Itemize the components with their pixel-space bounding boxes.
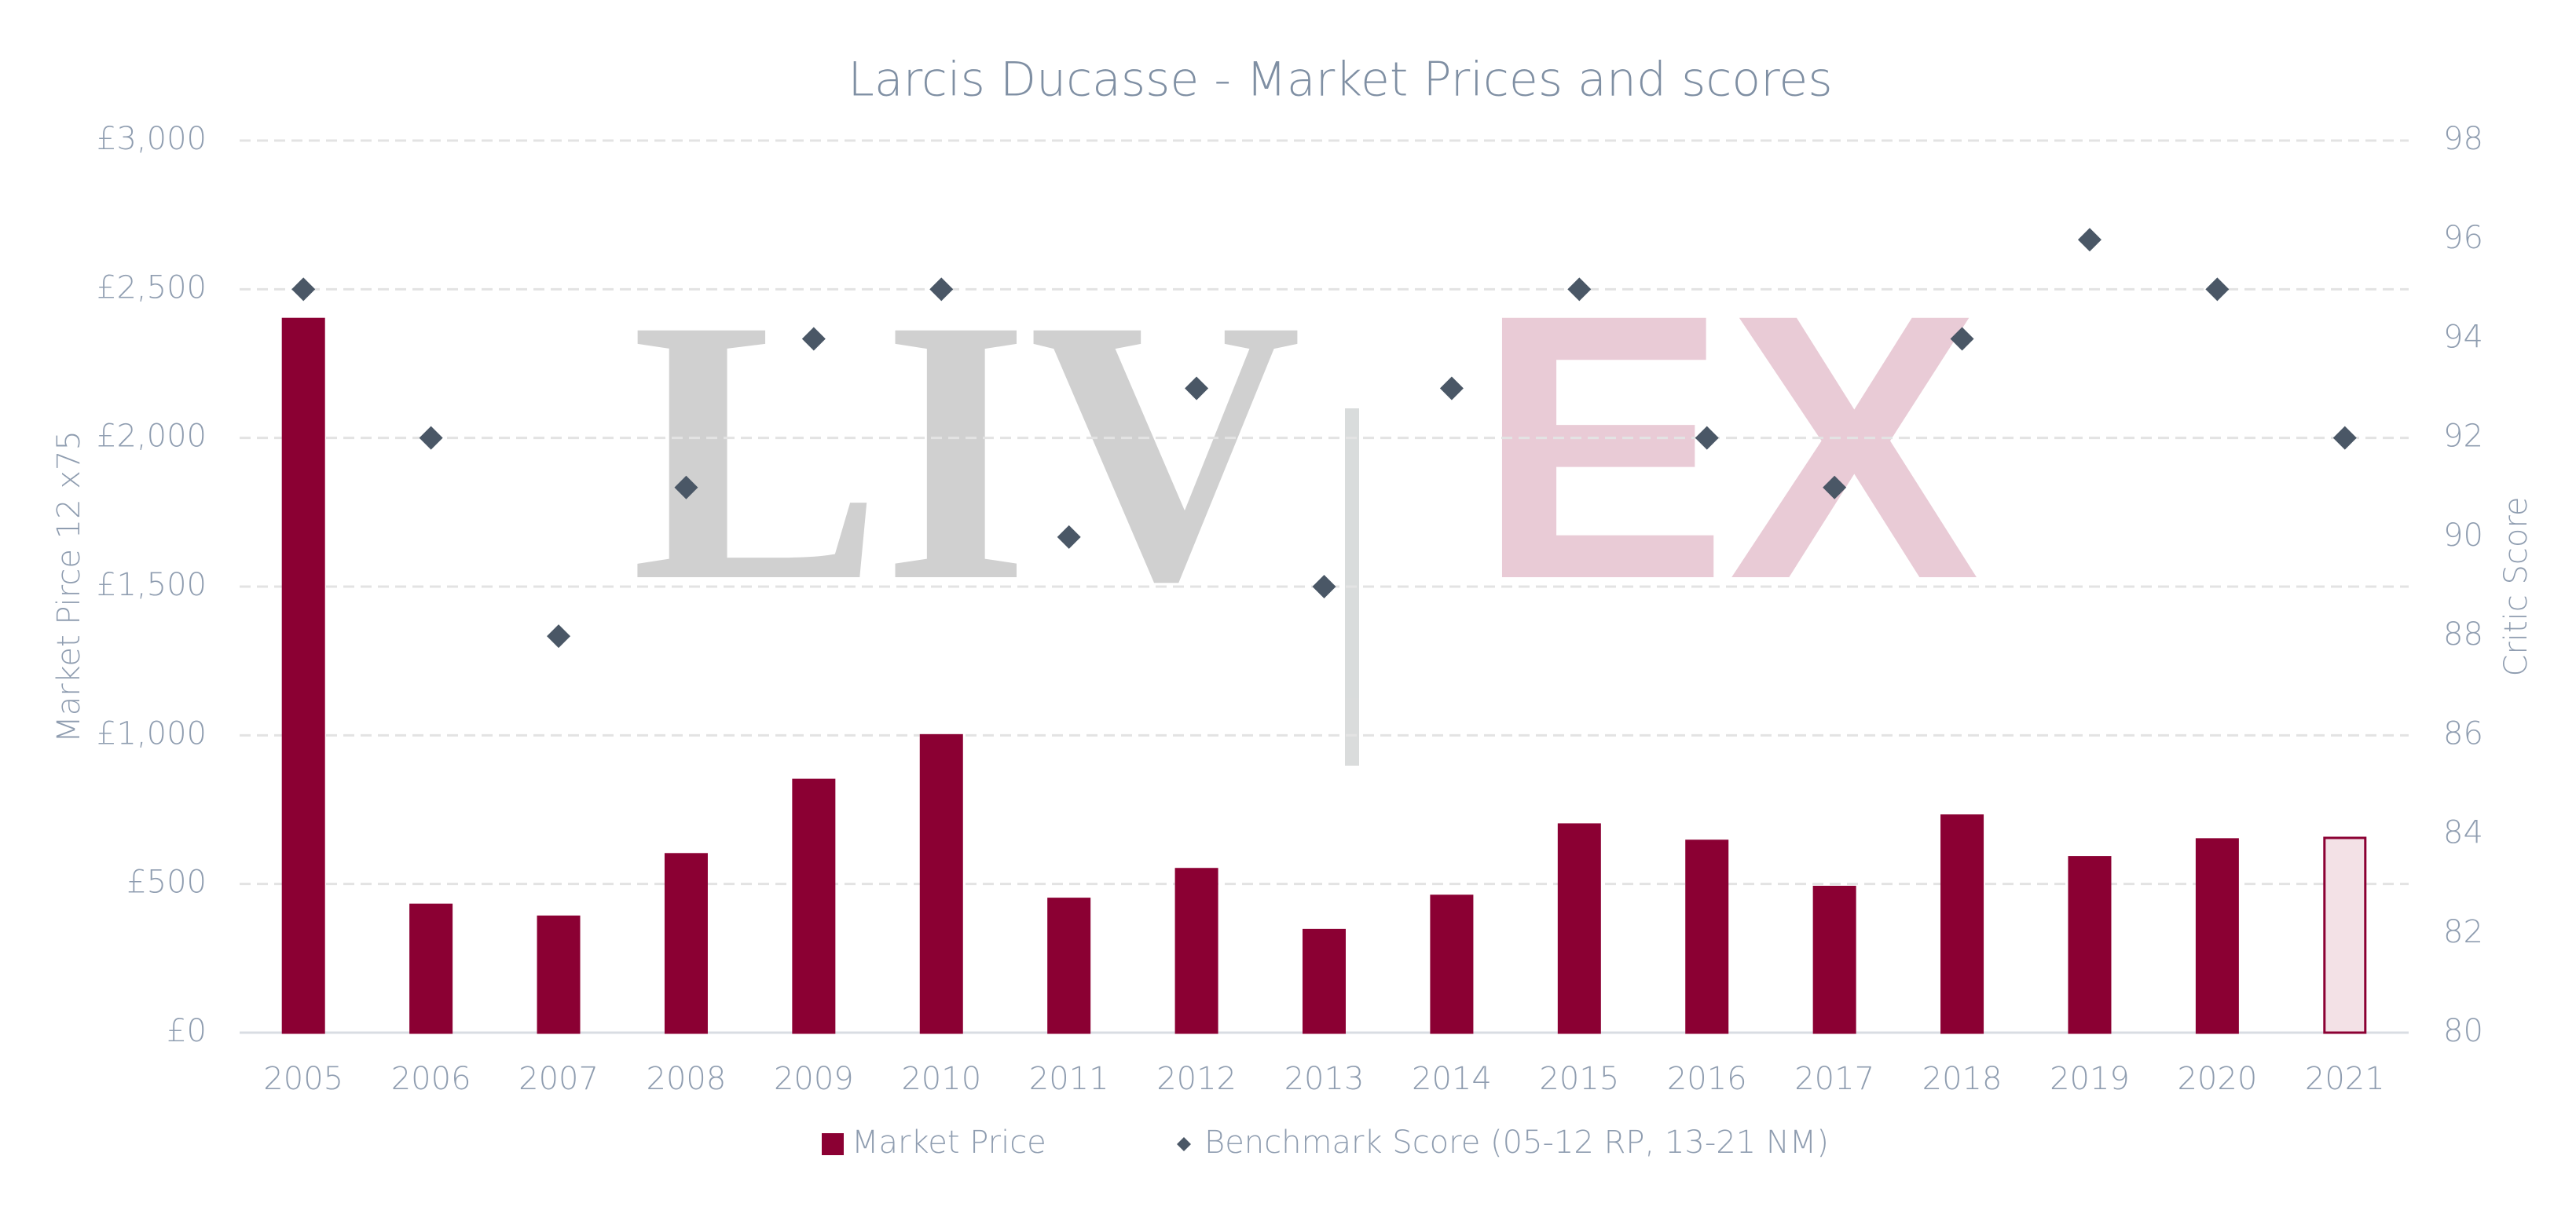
bar [2195, 838, 2239, 1034]
watermark-left: LIV [631, 241, 1302, 659]
legend-swatch [1177, 1137, 1191, 1151]
bar [537, 915, 581, 1034]
x-tick-label: 2011 [1029, 1061, 1109, 1097]
score-marker [1950, 327, 1974, 351]
y-tick-label: £500 [126, 865, 207, 901]
score-marker [1312, 575, 1336, 598]
y2-tick-label: 82 [2443, 914, 2483, 950]
x-tick-label: 2021 [2305, 1061, 2385, 1097]
x-tick-label: 2017 [1794, 1061, 1874, 1097]
x-tick-label: 2018 [1922, 1061, 2003, 1097]
y2-tick-label: 86 [2443, 715, 2483, 752]
score-marker [419, 426, 443, 450]
score-marker [674, 475, 698, 499]
y-tick-label: £2,000 [97, 419, 207, 455]
bar [792, 778, 836, 1034]
bar [1940, 814, 1984, 1034]
y2-tick-label: 84 [2443, 815, 2483, 851]
score-marker [547, 624, 571, 649]
score-marker [1823, 475, 1847, 499]
x-tick-label: 2019 [2050, 1061, 2130, 1097]
score-marker [1567, 277, 1592, 302]
bar [1812, 885, 1856, 1034]
score-marker [1695, 426, 1719, 450]
y-tick-label: £0 [167, 1013, 207, 1049]
score-marker [1057, 525, 1081, 549]
bar [1685, 839, 1729, 1034]
y-tick-label: £1,000 [97, 715, 207, 752]
score-marker [2077, 228, 2101, 252]
bar [1430, 894, 1474, 1034]
x-tick-label: 2015 [1539, 1061, 1619, 1097]
y2-tick-label: 94 [2443, 319, 2483, 355]
x-tick-label: 2013 [1284, 1061, 1365, 1097]
x-tick-label: 2008 [647, 1061, 727, 1097]
score-marker [929, 277, 954, 302]
y2-tick-label: 90 [2443, 518, 2483, 554]
bar [409, 903, 453, 1034]
x-tick-label: 2010 [901, 1061, 981, 1097]
bar [1303, 928, 1346, 1034]
bar [1047, 898, 1091, 1034]
x-tick-label: 2006 [391, 1061, 471, 1097]
y-tick-label: £1,500 [97, 567, 207, 603]
y2-tick-label: 96 [2443, 220, 2483, 256]
score-marker [2332, 426, 2357, 450]
score-marker [291, 277, 316, 302]
chart-title: Larcis Ducasse - Market Prices and score… [848, 53, 1832, 108]
bar [1557, 823, 1601, 1034]
watermark: LIV EX [631, 236, 1982, 766]
x-tick-label: 2014 [1412, 1061, 1492, 1097]
bar [664, 853, 708, 1034]
y-axis-label: Market Pirce 12 x75 [51, 430, 87, 743]
x-tick-label: 2020 [2177, 1061, 2257, 1097]
bar [1174, 868, 1218, 1034]
y2-tick-label: 98 [2443, 121, 2483, 157]
x-tick-label: 2012 [1156, 1061, 1237, 1097]
y2-tick-label: 88 [2443, 616, 2483, 653]
x-tick-label: 2007 [518, 1061, 599, 1097]
score-marker [801, 327, 826, 351]
legend-label: Market Price [852, 1125, 1046, 1161]
x-tick-label: 2009 [774, 1061, 854, 1097]
score-marker [2205, 277, 2230, 302]
bar [2068, 856, 2112, 1034]
bar [281, 317, 325, 1034]
y2-tick-label: 80 [2443, 1013, 2483, 1049]
score-marker [1185, 376, 1209, 401]
y-tick-label: £2,500 [97, 269, 207, 305]
bar [919, 733, 963, 1034]
y-tick-label: £3,000 [97, 121, 207, 157]
legend-swatch [822, 1133, 844, 1155]
watermark-right: EX [1477, 236, 1982, 657]
score-marker [1439, 376, 1464, 401]
y2-tick-label: 92 [2443, 419, 2483, 455]
bar [2323, 836, 2367, 1034]
legend-label: Benchmark Score (05-12 RP, 13-21 NM) [1204, 1125, 1829, 1161]
x-tick-label: 2005 [263, 1061, 343, 1097]
y2-axis-label: Critic Score [2498, 496, 2534, 676]
x-tick-label: 2016 [1667, 1061, 1747, 1097]
